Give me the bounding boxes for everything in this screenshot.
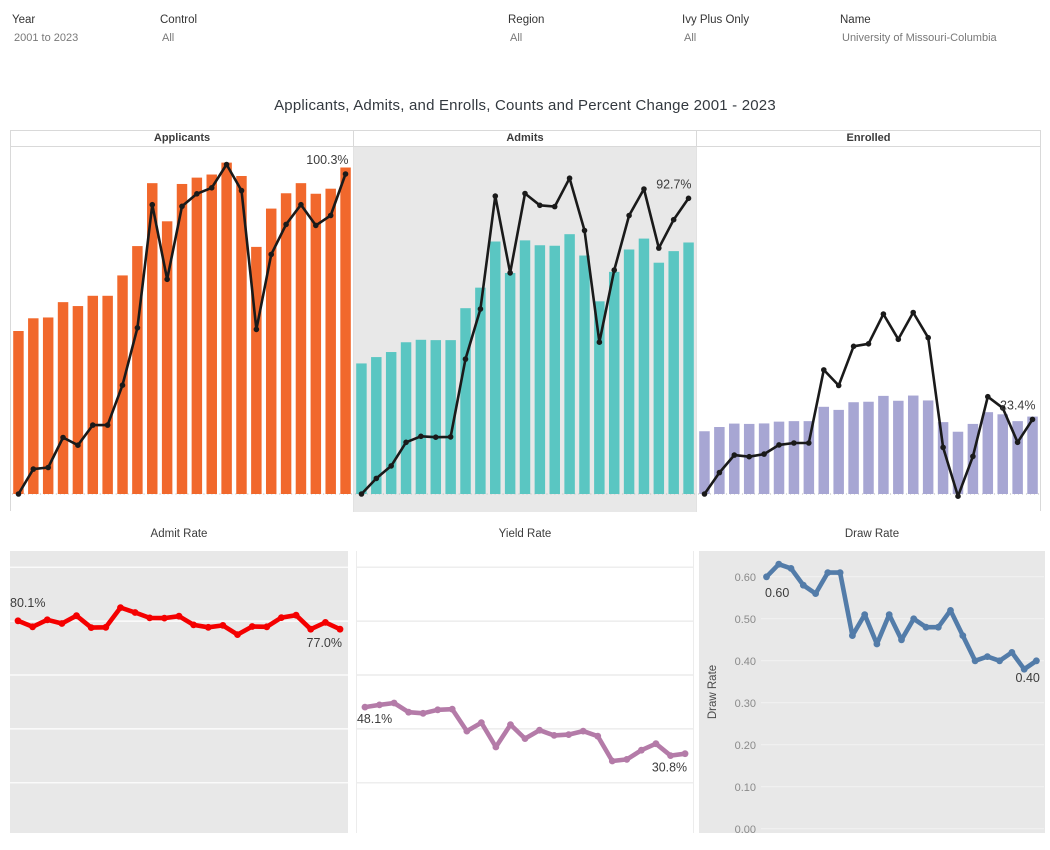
start-label: 48.1%	[357, 712, 392, 726]
filter-ivy-plus-only: Ivy Plus Only All	[682, 13, 749, 45]
panel-header-applicants: Applicants	[11, 131, 354, 147]
filter-region-label: Region	[508, 14, 545, 26]
yield-rate-title: Yield Rate	[498, 528, 552, 540]
bars	[356, 234, 694, 494]
end-label: 77.0%	[307, 636, 342, 650]
y-tick: 0.60	[735, 572, 756, 584]
filter-region: Region All	[508, 13, 544, 45]
panel-header-enrolled: Enrolled	[697, 131, 1040, 147]
counts-row: Applicants Admits Enrolled 100.3% 92.7% …	[10, 130, 1041, 512]
y-tick: 0.30	[735, 698, 756, 710]
filter-name-label: Name	[840, 14, 871, 26]
draw-rate-chart[interactable]: 0.60 0.50 0.40 0.30 0.20 0.10 0.00 Draw Rate 0.6…	[699, 551, 1045, 833]
start-label: 0.60	[765, 586, 789, 600]
draw-rate-svg: 0.60 0.50 0.40 0.30 0.20 0.10 0.00 Draw Rate 0.6…	[707, 560, 1044, 833]
pct-end-label: 92.7%	[656, 177, 691, 191]
draw-rate-title: Draw Rate	[844, 528, 900, 540]
admit-rate-svg: 80.1% 77.0%	[10, 566, 348, 784]
filter-ivy-plus-only-label: Ivy Plus Only	[682, 14, 750, 26]
filter-year-label: Year	[12, 14, 36, 26]
admit-rate-chart[interactable]: 80.1% 77.0%	[10, 551, 348, 833]
filter-ivy-plus-only-value[interactable]: All	[684, 32, 697, 44]
y-axis-title: Draw Rate	[707, 665, 719, 719]
filter-control: Control All	[160, 13, 197, 45]
y-tick: 0.20	[735, 740, 756, 752]
y-tick: 0.50	[735, 614, 756, 626]
dashboard-title: Applicants, Admits, and Enrolls, Counts …	[274, 97, 776, 114]
applicants-svg: 100.3%	[11, 153, 353, 497]
yield-rate-chart[interactable]: 48.1% 30.8%	[356, 551, 694, 833]
y-tick: 0.00	[735, 824, 756, 833]
pct-end-label: 100.3%	[306, 153, 348, 167]
pct-end-label: 23.4%	[1000, 398, 1035, 412]
bars	[699, 395, 1038, 494]
rate-line	[764, 561, 1039, 672]
y-tick: 0.10	[735, 782, 756, 794]
rate-line	[362, 700, 688, 764]
applicants-chart[interactable]: 100.3%	[11, 147, 354, 512]
admits-chart[interactable]: 92.7%	[354, 147, 697, 512]
filter-control-value[interactable]: All	[162, 32, 175, 44]
start-label: 80.1%	[10, 596, 45, 610]
admits-svg: 92.7%	[354, 175, 696, 497]
yield-rate-svg: 48.1% 30.8%	[357, 566, 693, 784]
enrolled-svg: 23.4%	[698, 309, 1039, 500]
filter-year-value[interactable]: 2001 to 2023	[14, 32, 79, 44]
end-label: 30.8%	[652, 761, 687, 775]
admit-rate-title: Admit Rate	[150, 528, 208, 540]
enrolled-chart[interactable]: 23.4%	[697, 147, 1040, 512]
filter-region-value[interactable]: All	[510, 32, 523, 44]
y-tick: 0.40	[735, 656, 756, 668]
filter-year: Year 2001 to 2023	[12, 13, 78, 45]
filter-name-value[interactable]: University of Missouri-Columbia	[842, 32, 997, 44]
panel-header-admits: Admits	[354, 131, 697, 147]
filter-control-label: Control	[160, 14, 198, 26]
filter-name: Name University of Missouri-Columbia	[840, 13, 997, 45]
end-label: 0.40	[1016, 671, 1040, 685]
